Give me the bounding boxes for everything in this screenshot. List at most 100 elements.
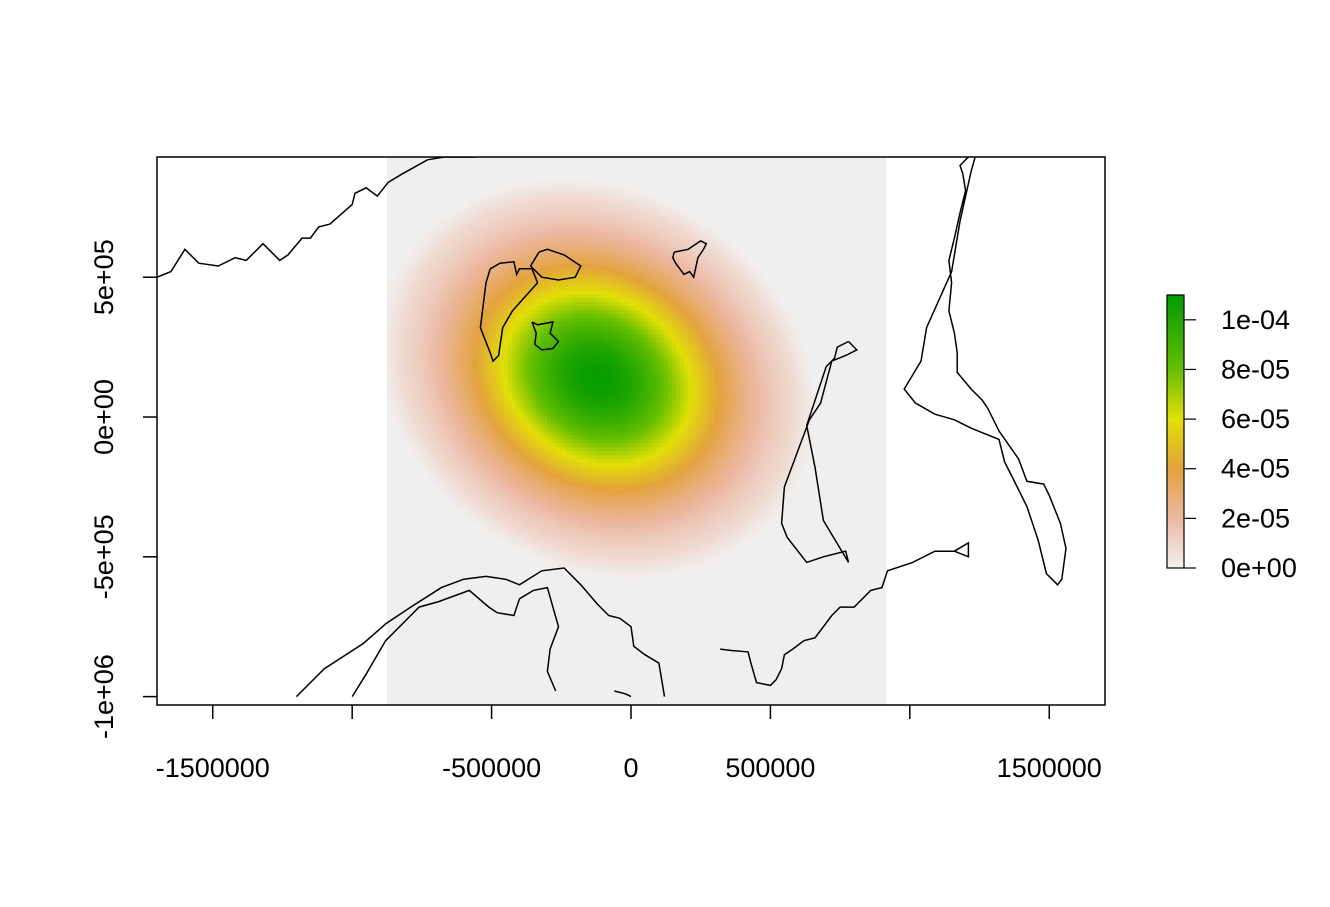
density-cell (555, 314, 560, 319)
density-cell (516, 478, 521, 483)
density-cell (551, 439, 556, 444)
density-cell (504, 435, 509, 440)
density-cell (399, 298, 404, 303)
density-cell (613, 521, 618, 526)
density-cell (403, 392, 408, 397)
density-cell (524, 517, 529, 522)
density-cell (520, 255, 525, 260)
density-cell (563, 482, 568, 487)
density-cell (434, 310, 439, 315)
density-cell (539, 388, 544, 393)
density-cell (559, 541, 564, 546)
density-cell (473, 474, 478, 479)
density-cell (414, 451, 419, 456)
density-cell (551, 349, 556, 354)
density-cell (500, 224, 505, 229)
density-cell (473, 368, 478, 373)
density-cell (590, 439, 595, 444)
density-cell (450, 318, 455, 323)
density-cell (508, 267, 513, 272)
density-cell (563, 345, 568, 350)
density-cell (430, 353, 435, 358)
density-cell (434, 263, 439, 268)
density-cell (613, 357, 618, 362)
density-cell (473, 271, 478, 276)
density-cell (520, 462, 525, 467)
density-cell (528, 494, 533, 499)
density-cell (387, 384, 392, 389)
density-cell (598, 517, 603, 522)
density-cell (395, 411, 400, 416)
density-cell (582, 490, 587, 495)
density-cell (481, 372, 486, 377)
density-cell (485, 427, 490, 432)
density-cell (539, 502, 544, 507)
density-cell (512, 541, 517, 546)
density-cell (438, 388, 443, 393)
density-cell (606, 502, 611, 507)
density-cell (411, 278, 416, 283)
density-cell (582, 560, 587, 565)
density-cell (465, 349, 470, 354)
density-cell (434, 455, 439, 460)
density-cell (574, 419, 579, 424)
density-cell (481, 368, 486, 373)
density-cell (469, 376, 474, 381)
density-cell (457, 419, 462, 424)
density-cell (496, 329, 501, 334)
density-cell (563, 318, 568, 323)
density-cell (571, 349, 576, 354)
density-cell (512, 486, 517, 491)
density-cell (520, 396, 525, 401)
density-cell (496, 200, 501, 205)
density-cell (489, 235, 494, 240)
density-cell (496, 474, 501, 479)
density-cell (512, 482, 517, 487)
density-cell (574, 349, 579, 354)
density-cell (500, 294, 505, 299)
density-cell (453, 455, 458, 460)
density-cell (610, 517, 615, 522)
density-cell (430, 458, 435, 463)
density-cell (617, 548, 622, 553)
density-cell (610, 216, 615, 221)
density-cell (610, 349, 615, 354)
density-cell (426, 314, 431, 319)
density-cell (594, 286, 599, 291)
density-cell (508, 392, 513, 397)
density-cell (477, 384, 482, 389)
density-cell (539, 486, 544, 491)
density-cell (442, 271, 447, 276)
density-cell (434, 392, 439, 397)
density-cell (446, 294, 451, 299)
density-cell (617, 537, 622, 542)
density-cell (574, 478, 579, 483)
density-cell (598, 388, 603, 393)
density-cell (477, 474, 482, 479)
density-cell (473, 231, 478, 236)
density-cell (496, 204, 501, 209)
density-cell (407, 376, 412, 381)
density-cell (446, 239, 451, 244)
density-cell (477, 306, 482, 311)
density-cell (391, 408, 396, 413)
density-cell (563, 392, 568, 397)
density-cell (547, 529, 552, 534)
density-cell (524, 537, 529, 542)
density-cell (613, 333, 618, 338)
density-cell (481, 525, 486, 530)
density-cell (430, 337, 435, 342)
density-cell (414, 255, 419, 260)
density-cell (571, 341, 576, 346)
density-cell (524, 282, 529, 287)
density-cell (606, 513, 611, 518)
density-cell (422, 462, 427, 467)
density-cell (407, 306, 412, 311)
density-cell (594, 494, 599, 499)
density-cell (551, 392, 556, 397)
density-cell (559, 325, 564, 330)
density-cell (485, 474, 490, 479)
density-cell (528, 462, 533, 467)
density-cell (567, 376, 572, 381)
density-cell (602, 427, 607, 432)
